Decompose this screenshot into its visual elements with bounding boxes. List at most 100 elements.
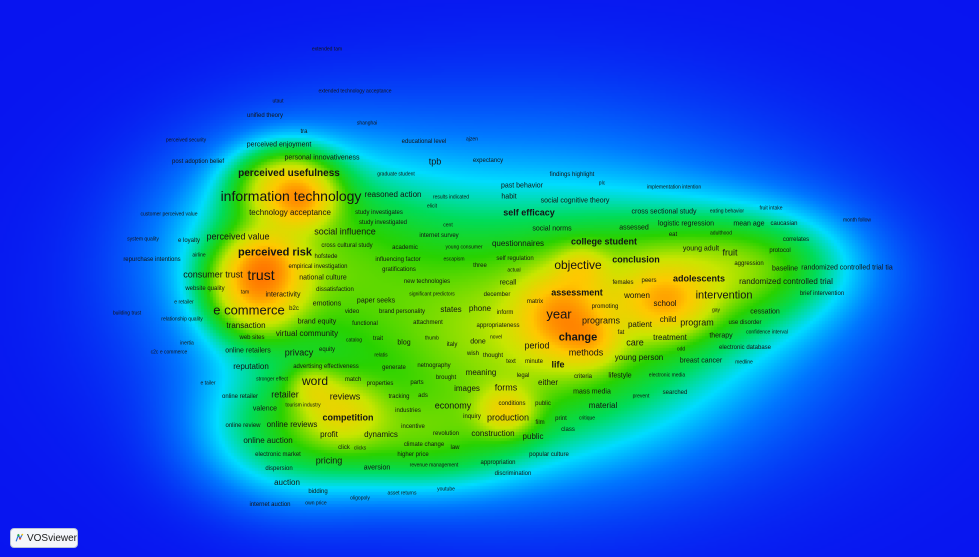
term-label[interactable]: social cognitive theory xyxy=(540,197,610,205)
term-label[interactable]: adolescents xyxy=(672,273,726,284)
term-label[interactable]: reviews xyxy=(329,391,361,402)
term-label[interactable]: phone xyxy=(468,304,492,313)
term-label[interactable]: ajzen xyxy=(466,136,478,143)
term-label[interactable]: personal innovativeness xyxy=(284,154,360,162)
term-label[interactable]: randomized controlled trial xyxy=(739,277,833,286)
term-label[interactable]: popular culture xyxy=(529,452,569,458)
term-label[interactable]: dynamics xyxy=(364,430,398,439)
term-label[interactable]: matrix xyxy=(526,299,544,305)
term-label[interactable]: transaction xyxy=(226,321,266,330)
term-label[interactable]: brand equity xyxy=(297,318,337,326)
term-label[interactable]: escapism xyxy=(443,256,465,263)
term-label[interactable]: odd xyxy=(676,346,686,353)
term-label[interactable]: cessation xyxy=(750,308,780,316)
term-label[interactable]: eat xyxy=(668,232,678,238)
term-label[interactable]: cross cultural study xyxy=(321,243,373,249)
term-label[interactable]: parts xyxy=(410,380,424,386)
term-label[interactable]: youtube xyxy=(437,486,455,493)
term-label[interactable]: online retailers xyxy=(225,347,271,355)
term-label[interactable]: material xyxy=(588,401,618,410)
term-label[interactable]: hofstede xyxy=(314,254,338,260)
term-label[interactable]: tracking xyxy=(388,394,410,400)
term-label[interactable]: reputation xyxy=(233,362,269,371)
term-label[interactable]: adulthood xyxy=(710,230,732,237)
term-label[interactable]: thumb xyxy=(425,335,439,342)
term-label[interactable]: mean age xyxy=(733,220,765,228)
term-label[interactable]: peers xyxy=(641,278,657,284)
term-label[interactable]: extended technology acceptance xyxy=(318,88,392,95)
term-label[interactable]: c2c e commerce xyxy=(150,349,188,356)
term-label[interactable]: conditions xyxy=(498,401,526,407)
term-label[interactable]: auction xyxy=(274,478,300,487)
term-label[interactable]: period xyxy=(524,340,550,351)
term-label[interactable]: findings highlight xyxy=(549,172,595,178)
term-label[interactable]: assessed xyxy=(619,224,649,232)
term-label[interactable]: catalog xyxy=(345,337,363,344)
term-label[interactable]: clicks xyxy=(353,445,367,452)
term-label[interactable]: paper seeks xyxy=(356,297,396,305)
term-label[interactable]: online retailer xyxy=(221,394,259,400)
term-label[interactable]: conclusion xyxy=(612,254,660,265)
term-label[interactable]: brand personality xyxy=(378,309,426,315)
term-label[interactable]: brought xyxy=(435,375,457,381)
term-label[interactable]: women xyxy=(624,291,650,300)
term-label[interactable]: unified theory xyxy=(246,113,284,119)
term-label[interactable]: match xyxy=(344,377,362,383)
term-label[interactable]: minute xyxy=(524,359,544,365)
term-label[interactable]: fruit intake xyxy=(759,205,783,212)
term-label[interactable]: equity xyxy=(318,347,336,353)
term-label[interactable]: either xyxy=(537,378,559,387)
term-label[interactable]: images xyxy=(454,384,480,393)
term-label[interactable]: brief intervention xyxy=(799,291,845,297)
term-label[interactable]: new technologies xyxy=(403,279,451,285)
term-label[interactable]: logistic regression xyxy=(657,220,715,228)
term-label[interactable]: protocol xyxy=(769,248,791,254)
term-label[interactable]: study investigated xyxy=(358,220,408,226)
term-label[interactable]: inertia xyxy=(180,340,194,347)
term-label[interactable]: privacy xyxy=(284,347,314,358)
term-label[interactable]: construction xyxy=(471,429,515,438)
term-label[interactable]: web sites xyxy=(239,335,265,341)
term-label[interactable]: online auction xyxy=(243,436,293,445)
term-label[interactable]: functional xyxy=(352,321,378,327)
term-label[interactable]: ads xyxy=(418,393,428,399)
term-label[interactable]: program xyxy=(680,317,714,328)
term-label[interactable]: promoting xyxy=(591,304,619,310)
term-label[interactable]: italy xyxy=(446,342,458,348)
term-label[interactable]: oligopoly xyxy=(350,495,370,502)
term-label[interactable]: correlates xyxy=(782,237,810,243)
term-label[interactable]: change xyxy=(558,331,598,344)
term-label[interactable]: expectancy xyxy=(472,158,504,164)
term-label[interactable]: tra xyxy=(300,129,308,135)
term-label[interactable]: recall xyxy=(499,279,517,287)
term-label[interactable]: higher price xyxy=(397,452,429,458)
term-label[interactable]: results indicated xyxy=(432,194,470,201)
term-label[interactable]: electronic media xyxy=(648,372,686,379)
term-label[interactable]: reasoned action xyxy=(364,190,422,199)
term-label[interactable]: self efficacy xyxy=(503,207,555,218)
term-label[interactable]: online review xyxy=(225,423,261,429)
term-label[interactable]: pricing xyxy=(315,455,343,466)
term-label[interactable]: discrimination xyxy=(494,471,532,477)
term-label[interactable]: fruit xyxy=(722,247,738,258)
term-label[interactable]: states xyxy=(440,305,462,314)
term-label[interactable]: public xyxy=(535,401,551,407)
term-label[interactable]: critique xyxy=(578,415,596,422)
term-label[interactable]: e loyalty xyxy=(177,238,201,244)
term-label[interactable]: class xyxy=(561,427,575,433)
term-label[interactable]: trust xyxy=(247,267,275,283)
term-label[interactable]: actual xyxy=(507,267,521,274)
term-label[interactable]: young person xyxy=(614,353,664,362)
term-label[interactable]: prevent xyxy=(632,393,650,400)
term-label[interactable]: perceived risk xyxy=(238,246,312,259)
term-label[interactable]: print xyxy=(555,416,567,422)
term-label[interactable]: interactivity xyxy=(265,291,301,299)
term-label[interactable]: virtual community xyxy=(275,329,339,338)
term-label[interactable]: internet auction xyxy=(249,502,291,508)
term-label[interactable]: lifestyle xyxy=(608,372,632,380)
term-label[interactable]: appropriation xyxy=(480,460,516,466)
term-label[interactable]: extended tam xyxy=(311,46,343,53)
term-label[interactable]: legal xyxy=(516,373,530,379)
term-label[interactable]: law xyxy=(450,445,460,451)
